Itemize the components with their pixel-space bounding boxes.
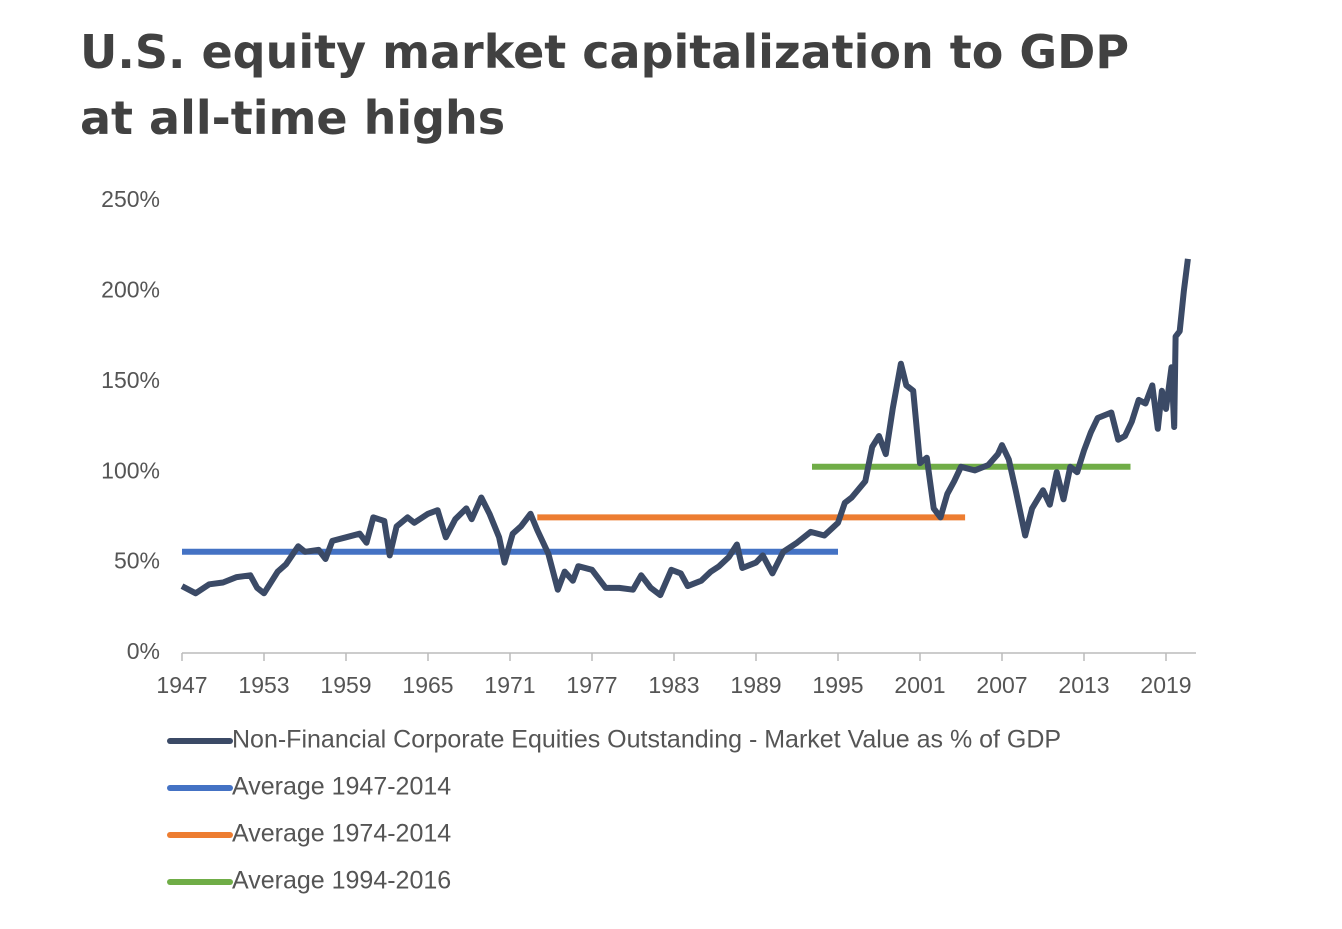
x-tick-label: 1983 <box>648 672 699 698</box>
legend-label: Average 1974-2014 <box>232 820 451 848</box>
chart-title: U.S. equity market capitalization to GDP <box>80 25 1129 79</box>
x-tick-label: 2013 <box>1058 672 1109 698</box>
y-tick-label: 50% <box>114 548 160 574</box>
y-tick-label: 0% <box>127 638 160 664</box>
x-tick-label: 1965 <box>402 672 453 698</box>
y-tick-label: 150% <box>101 367 160 393</box>
y-tick-label: 250% <box>101 186 160 212</box>
x-tick-label: 2001 <box>894 672 945 698</box>
legend-label: Average 1947-2014 <box>232 773 451 801</box>
x-tick-label: 2019 <box>1140 672 1191 698</box>
y-tick-label: 200% <box>101 276 160 302</box>
x-tick-label: 1953 <box>238 672 289 698</box>
y-tick-label: 100% <box>101 457 160 483</box>
x-tick-label: 1977 <box>566 672 617 698</box>
x-tick-label: 1995 <box>812 672 863 698</box>
line-series <box>180 258 1191 599</box>
legend-label: Non-Financial Corporate Equities Outstan… <box>232 726 1061 754</box>
x-tick-label: 1959 <box>320 672 371 698</box>
x-tick-label: 1989 <box>730 672 781 698</box>
x-tick-label: 1947 <box>156 672 207 698</box>
x-tick-label: 1971 <box>484 672 535 698</box>
chart-title: at all-time highs <box>80 91 505 145</box>
x-tick-label: 2007 <box>976 672 1027 698</box>
legend-label: Average 1994-2016 <box>232 867 451 895</box>
